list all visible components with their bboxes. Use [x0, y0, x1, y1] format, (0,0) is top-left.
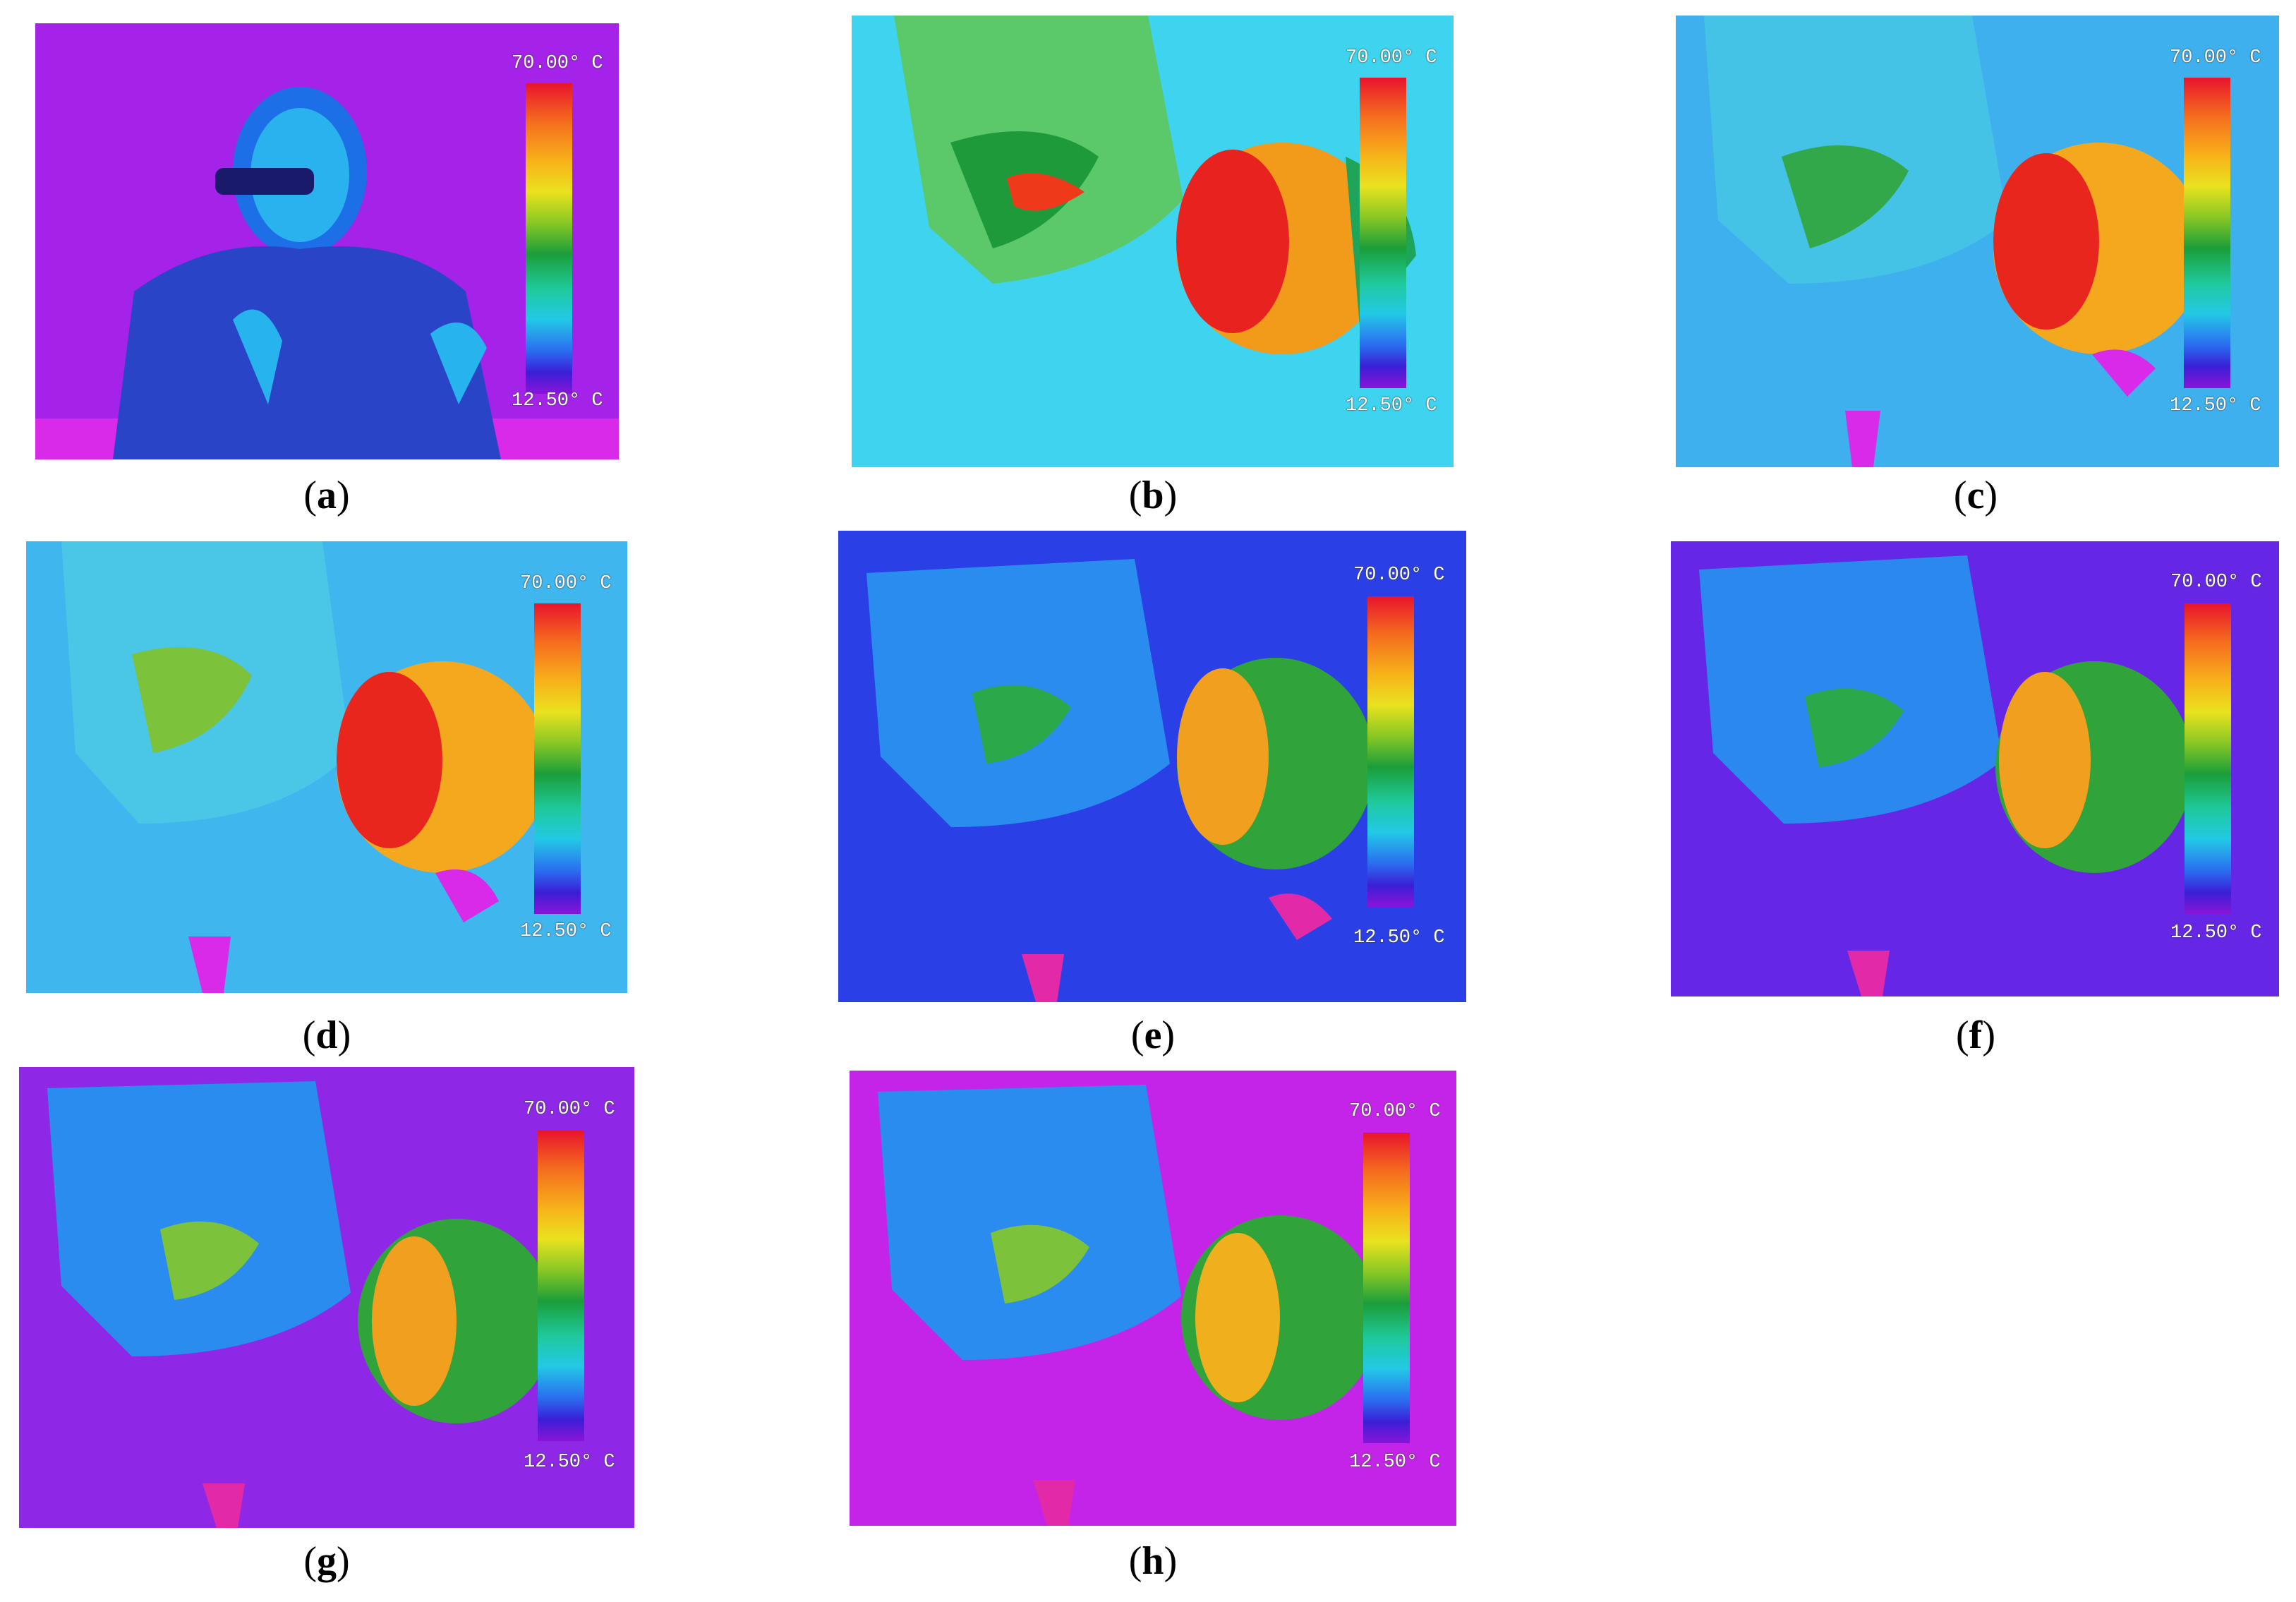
scale-min-label-e: 12.50° C [1353, 927, 1445, 948]
scale-max-label-h: 70.00° C [1349, 1101, 1441, 1122]
scale-min-label-h: 12.50° C [1349, 1452, 1441, 1473]
thermal-scene-a [35, 87, 619, 459]
thermal-image-g: 70.00° C 12.50° C [19, 1067, 634, 1528]
thermal-scene-g [47, 1081, 555, 1528]
scale-min-label-g: 12.50° C [524, 1452, 615, 1473]
scale-max-label-c: 70.00° C [2170, 47, 2261, 68]
thermal-image-h: 70.00° C 12.50° C [850, 1071, 1456, 1526]
thermal-image-e: 70.00° C 12.50° C [838, 531, 1466, 1002]
scale-min-label-d: 12.50° C [520, 921, 612, 942]
thermal-scene-b [894, 16, 1416, 354]
color-scale-bar-f [2185, 603, 2231, 914]
caption-h: (h) [1128, 1539, 1178, 1583]
caption-e: (e) [1130, 1013, 1176, 1057]
thermal-image-c: 70.00° C 12.50° C [1676, 16, 2279, 467]
caption-a: (a) [303, 474, 350, 517]
scale-max-label-e: 70.00° C [1353, 565, 1445, 586]
color-scale-bar-c [2184, 78, 2230, 388]
caption-c: (c) [1953, 474, 1998, 517]
thermal-image-a: 70.00° C 12.50° C [35, 23, 619, 459]
color-scale-bar-d [534, 603, 581, 914]
thermal-scene-c [1704, 16, 2205, 467]
caption-g: (g) [303, 1539, 350, 1583]
color-scale-bar-b [1360, 78, 1406, 388]
caption-b: (b) [1128, 474, 1178, 517]
scale-min-label-b: 12.50° C [1346, 395, 1437, 416]
thermal-scene-h [878, 1085, 1379, 1526]
thermal-scene-e [866, 559, 1374, 1002]
thermal-scene-f [1699, 555, 2193, 996]
color-scale-bar-h [1363, 1133, 1410, 1443]
scale-min-label-a: 12.50° C [512, 390, 603, 411]
scale-max-label-b: 70.00° C [1346, 47, 1437, 68]
scale-max-label-f: 70.00° C [2170, 572, 2262, 593]
thermal-image-f: 70.00° C 12.50° C [1671, 541, 2279, 996]
scale-max-label-g: 70.00° C [524, 1099, 615, 1120]
color-scale-bar-g [538, 1131, 584, 1441]
color-scale-bar-e [1367, 596, 1414, 907]
thermal-image-b: 70.00° C 12.50° C [852, 16, 1454, 467]
thermal-image-d: 70.00° C 12.50° C [26, 541, 627, 993]
thermal-scene-d [61, 541, 548, 993]
scale-min-label-c: 12.50° C [2170, 395, 2261, 416]
scale-max-label-a: 70.00° C [512, 53, 603, 74]
color-scale-bar-a [526, 83, 572, 394]
caption-d: (d) [302, 1013, 351, 1057]
caption-f: (f) [1956, 1013, 1995, 1057]
scale-max-label-d: 70.00° C [520, 573, 612, 594]
scale-min-label-f: 12.50° C [2170, 922, 2262, 944]
